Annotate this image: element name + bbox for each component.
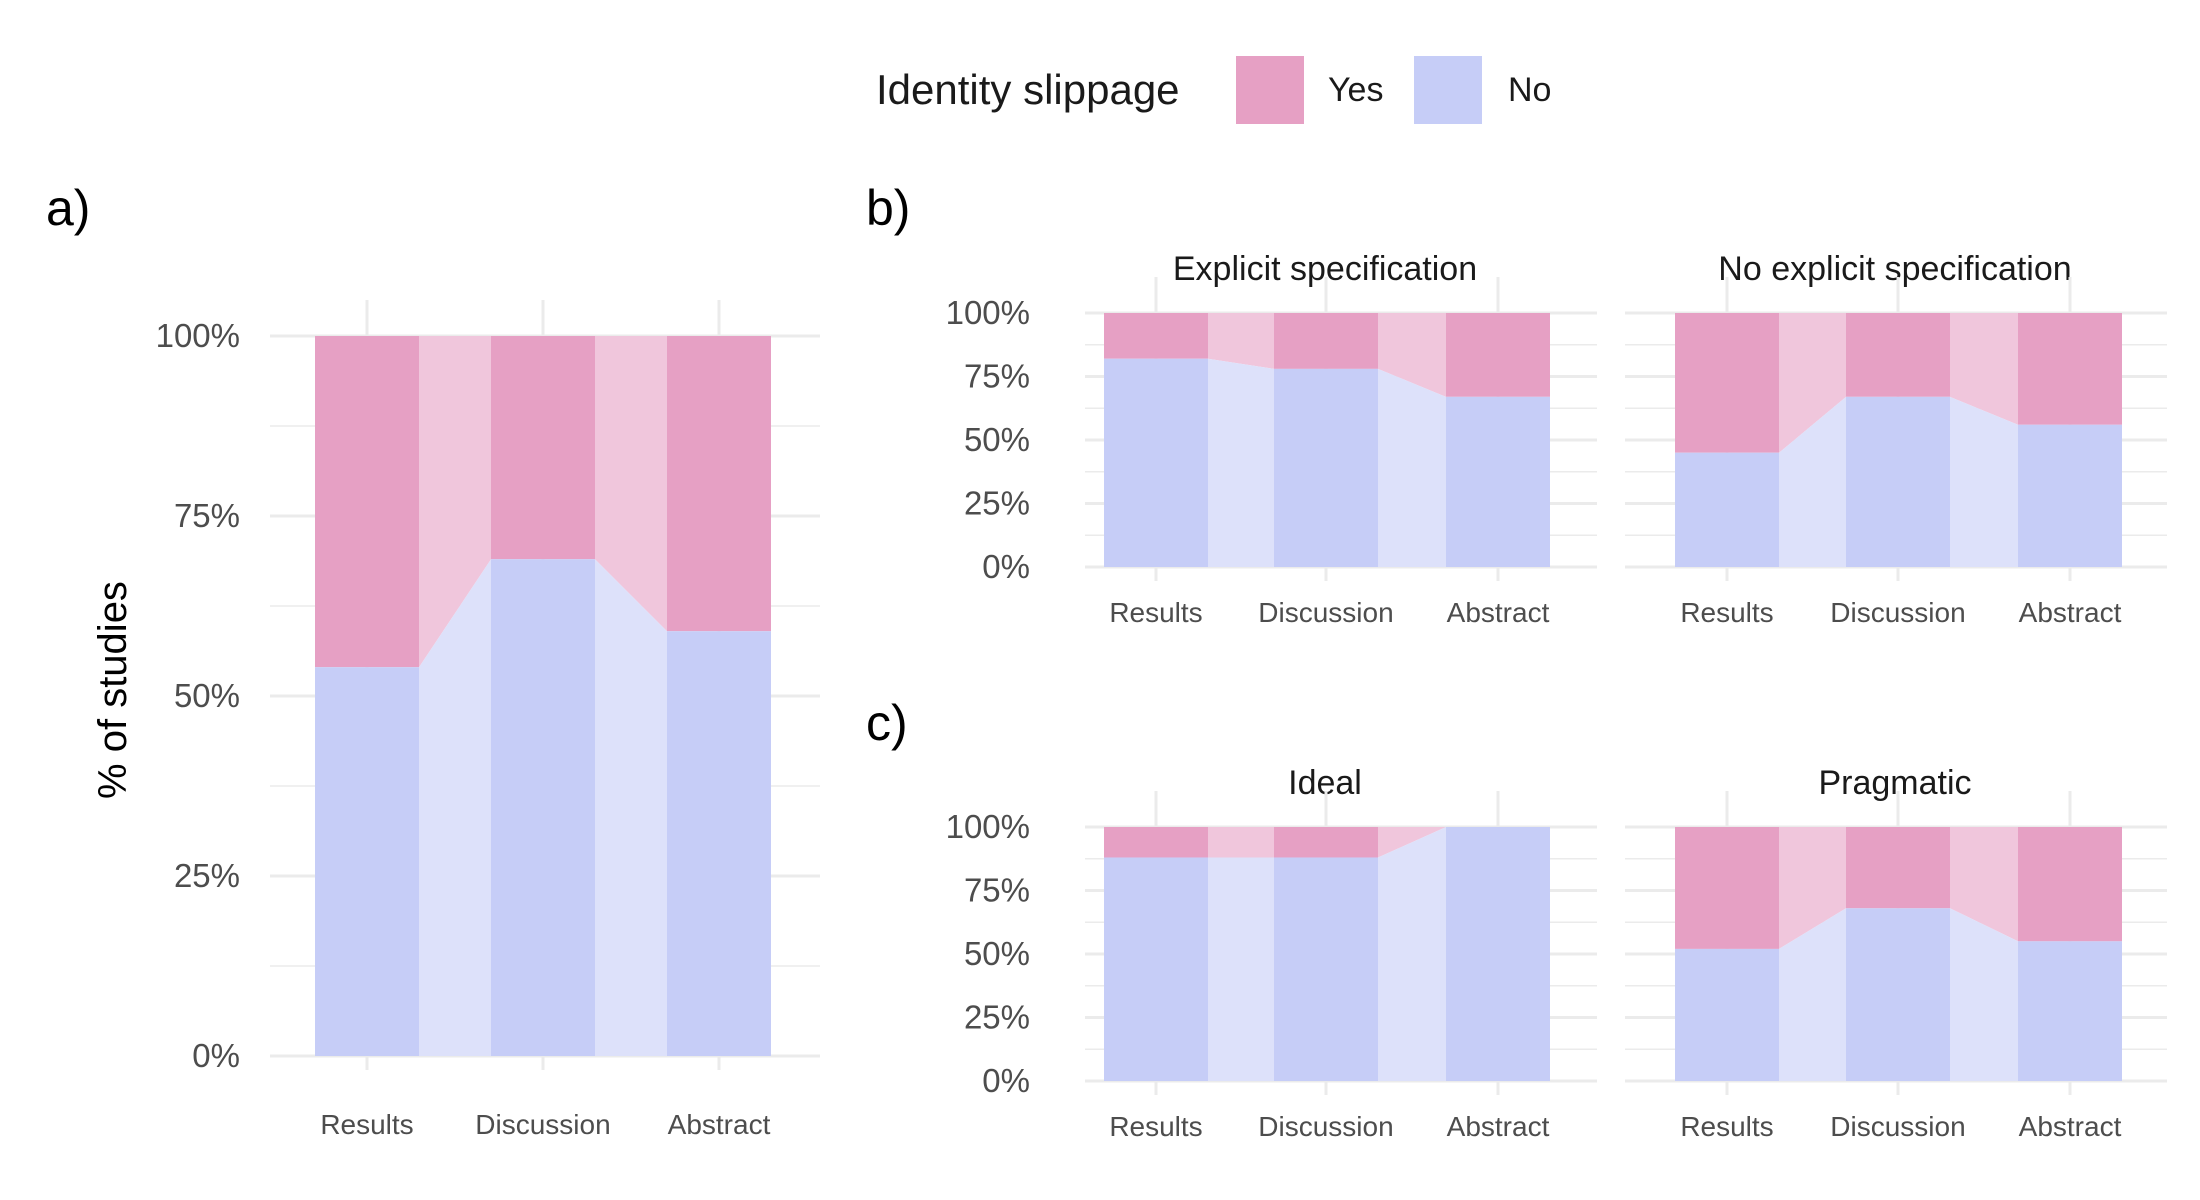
bar-yes-results [315, 336, 419, 668]
flow-no [1208, 358, 1274, 567]
x-tick-label: Discussion [1830, 1111, 1965, 1142]
x-tick-label: Discussion [1258, 1111, 1393, 1142]
legend-swatch-no [1414, 56, 1482, 124]
bar-yes-discussion [1846, 313, 1950, 397]
bar-no-discussion [1274, 857, 1378, 1081]
facet-title-no-explicit: No explicit specification [1718, 250, 2071, 288]
bar-no-discussion [1846, 396, 1950, 567]
facet-title-pragmatic: Pragmatic [1818, 764, 1971, 802]
x-tick-label: Discussion [1830, 597, 1965, 628]
flow-no [1950, 908, 2018, 1081]
bar-yes-discussion [1846, 827, 1950, 909]
flow-yes [1779, 827, 1846, 949]
panel-tag-b: b) [866, 180, 910, 236]
flow-no [1779, 396, 1846, 567]
legend-label-no: No [1508, 71, 1551, 109]
flow-yes [1779, 313, 1846, 453]
bar-yes-discussion [491, 336, 595, 560]
x-tick-label: Abstract [1447, 597, 1550, 628]
y-tick-label: 100% [946, 294, 1030, 331]
y-tick-label: 0% [982, 1062, 1030, 1099]
plot-panel-a: Results Discussion Abstract 0% 25% 50% 75% 100% [156, 300, 820, 1140]
y-tick-label: 0% [192, 1037, 240, 1074]
bar-no-discussion [491, 559, 595, 1056]
flow-no [1950, 396, 2018, 567]
y-tick-label: 25% [964, 485, 1030, 522]
bar-yes-results [1104, 827, 1208, 858]
flow-no [1779, 908, 1846, 1081]
y-tick-label: 100% [946, 808, 1030, 845]
bar-yes-abstract [667, 336, 771, 632]
bar-yes-discussion [1274, 313, 1378, 369]
legend-title: Identity slippage [876, 66, 1180, 113]
x-tick-label: Discussion [475, 1109, 610, 1140]
flow-yes [1208, 827, 1274, 858]
x-tick-label: Results [1109, 1111, 1202, 1142]
flow-no [1378, 827, 1446, 1081]
plot-panel-ideal: Results Discussion Abstract 0% 25% 50% 75% 100% [946, 791, 1597, 1142]
y-tick-label: 50% [964, 935, 1030, 972]
flow-yes [595, 336, 667, 632]
flow-yes [1378, 313, 1446, 397]
bar-no-abstract [667, 631, 771, 1056]
flow-yes [1208, 313, 1274, 369]
bar-no-results [1675, 948, 1779, 1081]
y-axis-label: % of studies [91, 581, 135, 799]
panel-tag-c: c) [866, 695, 908, 751]
y-tick-label: 50% [964, 421, 1030, 458]
bar-yes-results [1675, 827, 1779, 949]
bar-yes-abstract [2018, 313, 2122, 425]
y-tick-label: 75% [964, 358, 1030, 395]
bar-no-abstract [1446, 396, 1550, 567]
bar-yes-abstract [1446, 313, 1550, 397]
bar-no-abstract [2018, 424, 2122, 567]
flow-no [595, 559, 667, 1056]
flow-yes [1950, 313, 2018, 425]
bar-no-results [315, 667, 419, 1056]
x-tick-label: Results [1109, 597, 1202, 628]
bar-yes-results [1675, 313, 1779, 453]
flow-no [419, 559, 491, 1056]
x-tick-label: Abstract [1447, 1111, 1550, 1142]
bar-no-results [1104, 857, 1208, 1081]
bar-no-discussion [1846, 908, 1950, 1081]
bar-yes-discussion [1274, 827, 1378, 858]
x-tick-label: Results [320, 1109, 413, 1140]
panel-tag-a: a) [46, 180, 90, 236]
bar-no-results [1104, 358, 1208, 567]
plot-panel-no-explicit: Results Discussion Abstract [1625, 277, 2167, 628]
bar-yes-abstract [2018, 827, 2122, 942]
x-tick-label: Abstract [2019, 597, 2122, 628]
plot-panel-pragmatic: Results Discussion Abstract [1625, 791, 2167, 1142]
flow-no [1208, 857, 1274, 1081]
y-tick-label: 50% [174, 677, 240, 714]
x-tick-label: Results [1680, 597, 1773, 628]
legend-swatch-yes [1236, 56, 1304, 124]
y-tick-label: 25% [174, 857, 240, 894]
y-tick-label: 100% [156, 317, 240, 354]
plot-panel-explicit: Results Discussion Abstract 0% 25% 50% 75% 100% [946, 277, 1597, 628]
x-tick-label: Abstract [668, 1109, 771, 1140]
bar-no-discussion [1274, 368, 1378, 567]
bar-no-results [1675, 452, 1779, 567]
flow-no [1378, 368, 1446, 567]
flow-yes [1950, 827, 2018, 942]
x-tick-label: Discussion [1258, 597, 1393, 628]
y-tick-label: 25% [964, 999, 1030, 1036]
bar-yes-results [1104, 313, 1208, 359]
legend-label-yes: Yes [1328, 71, 1383, 109]
legend: Identity slippage Yes No [876, 56, 1551, 124]
y-tick-label: 75% [174, 497, 240, 534]
x-tick-label: Results [1680, 1111, 1773, 1142]
y-tick-label: 75% [964, 872, 1030, 909]
bar-no-abstract [1446, 827, 1550, 1081]
x-tick-label: Abstract [2019, 1111, 2122, 1142]
bar-no-abstract [2018, 941, 2122, 1081]
y-tick-label: 0% [982, 548, 1030, 585]
flow-yes [419, 336, 491, 668]
